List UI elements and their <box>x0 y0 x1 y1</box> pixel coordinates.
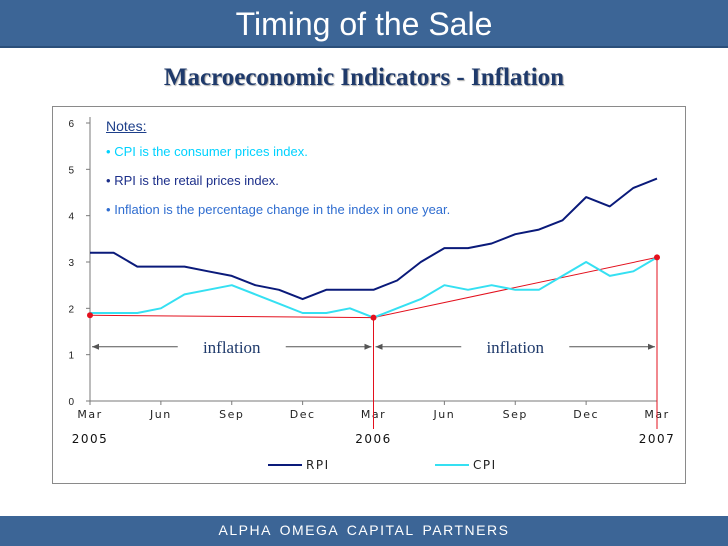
legend-label-cpi: CPI <box>473 458 497 472</box>
footer-text: ALPHA OMEGA CAPITAL PARTNERS <box>218 522 510 538</box>
inflation-point-2 <box>654 254 660 261</box>
inflation-point-1 <box>370 314 377 321</box>
slide-title: Timing of the Sale <box>235 6 493 42</box>
chart-subtitle: Macroeconomic Indicators - Inflation <box>163 64 565 91</box>
y-tick-label: 4 <box>68 212 74 223</box>
note-rpi-text: RPI is the retail prices index. <box>114 173 279 188</box>
arrowhead-left-icon <box>375 343 383 350</box>
chart-frame: 0 1 2 3 4 5 6 Mar Jun Sep Dec Mar Jun Sep Dec Mar 2005 20… <box>52 106 686 484</box>
x-tick-label: Mar <box>644 408 669 421</box>
bullet-icon: • <box>106 173 111 188</box>
inflation-chart: 0 1 2 3 4 5 6 Mar Jun Sep Dec Mar Jun Sep Dec Mar 2005 20… <box>68 117 676 472</box>
y-tick-label: 1 <box>68 351 74 362</box>
inflation-label-0: inflation <box>203 338 261 357</box>
arrowhead-right-icon <box>648 343 655 350</box>
notes-box: Notes: • CPI is the consumer prices inde… <box>106 118 450 231</box>
note-inflation: • Inflation is the percentage change in … <box>106 202 450 218</box>
footer-bar <box>0 516 728 546</box>
x-tick-label: Jun <box>433 408 456 421</box>
x-tick-label: Jun <box>149 408 172 421</box>
inflation-label-1: inflation <box>486 338 544 357</box>
notes-title: Notes: <box>106 118 147 134</box>
inflation-point-0 <box>87 312 93 319</box>
rpi-series-line <box>90 177 658 301</box>
bullet-icon: • <box>106 202 111 217</box>
inflation-baseline-2005 <box>89 314 374 319</box>
year-label: 2006 <box>355 432 392 446</box>
x-tick-label: Dec <box>290 408 316 421</box>
year-label: 2005 <box>72 432 109 446</box>
legend-label-rpi: RPI <box>306 458 330 472</box>
note-inflation-text: Inflation is the percentage change in th… <box>114 202 451 217</box>
note-rpi: • RPI is the retail prices index. <box>106 173 450 189</box>
header-bar <box>0 0 728 48</box>
x-tick-label: Dec <box>573 408 599 421</box>
x-tick-label: Sep <box>219 408 244 421</box>
x-tick-label: Mar <box>77 408 102 421</box>
y-tick-label: 3 <box>68 258 74 269</box>
note-cpi: • CPI is the consumer prices index. <box>106 144 450 160</box>
note-cpi-text: CPI is the consumer prices index. <box>114 144 308 159</box>
inflation-trend-2006 <box>373 256 658 319</box>
x-tick-label: Mar <box>361 408 386 421</box>
y-tick-label: 6 <box>68 119 74 130</box>
arrowhead-right-icon <box>364 343 372 350</box>
y-tick-label: 2 <box>68 304 74 315</box>
bullet-icon: • <box>106 144 111 159</box>
y-tick-label: 5 <box>68 165 74 176</box>
year-label: 2007 <box>639 432 676 446</box>
y-tick-label: 0 <box>68 397 74 408</box>
arrowhead-left-icon <box>92 343 99 350</box>
x-tick-label: Sep <box>503 408 528 421</box>
